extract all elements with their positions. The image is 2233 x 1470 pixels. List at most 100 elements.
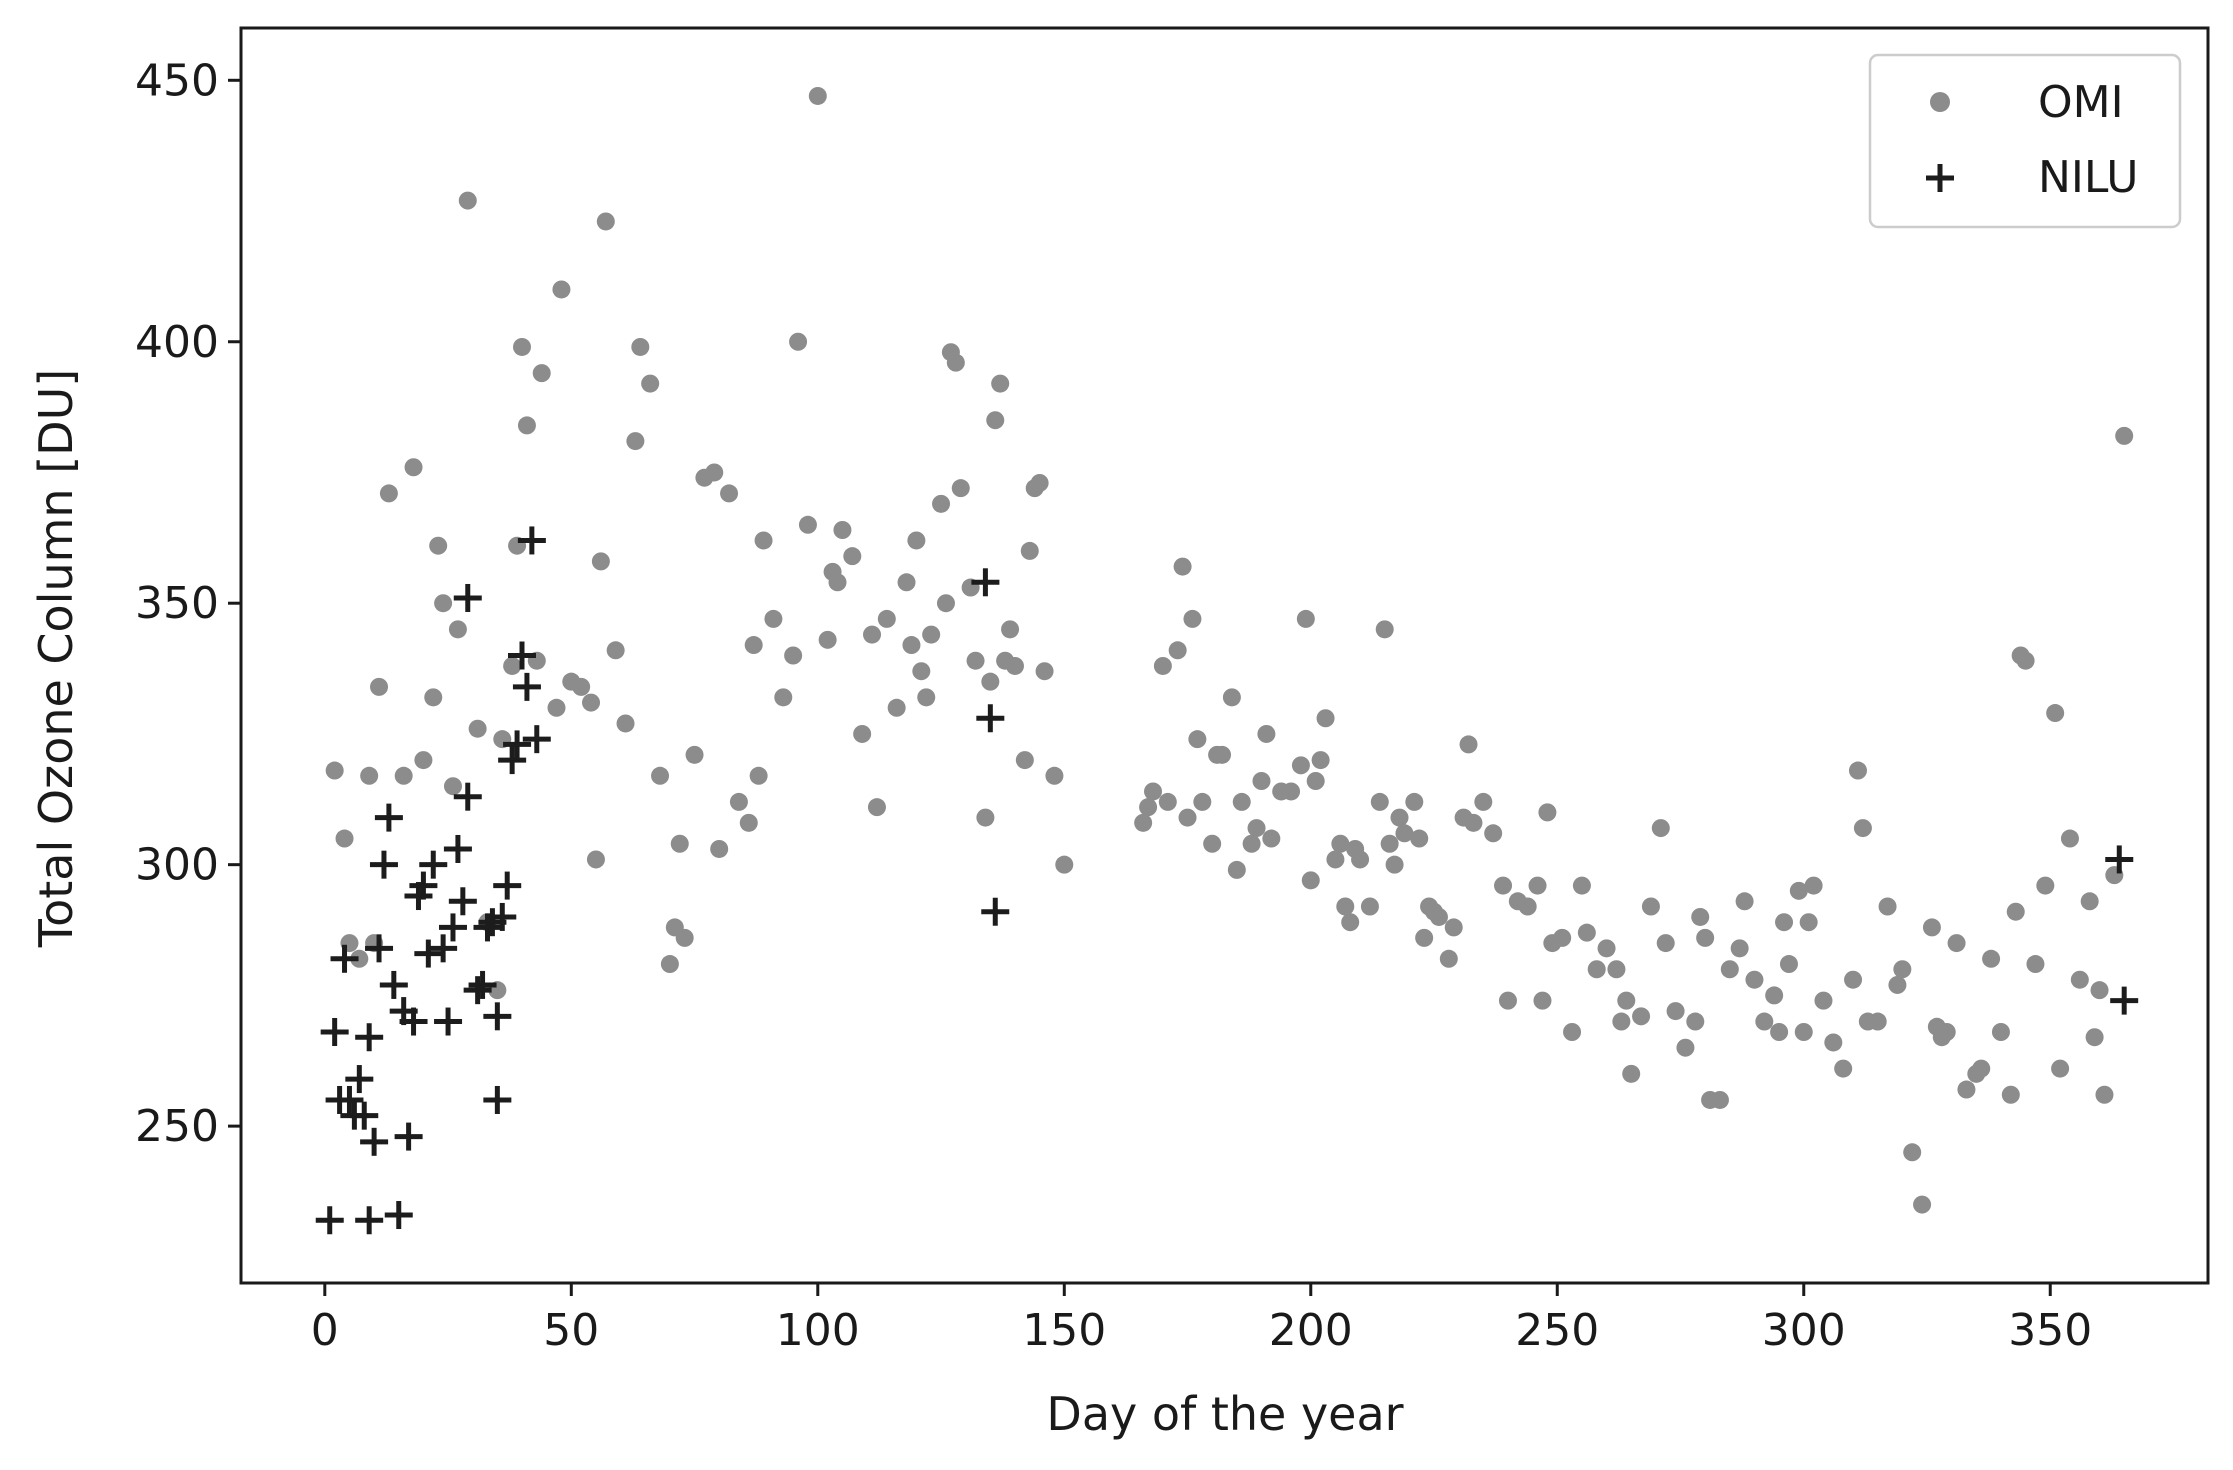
omi-point [1232,792,1251,811]
legend-omi-marker [1930,92,1950,112]
omi-point [596,212,615,231]
omi-point [1336,897,1355,916]
nilu-point [503,730,532,759]
omi-point [1755,1012,1774,1031]
y-axis-label: Total Ozone Column [DU] [29,369,83,948]
nilu-point [335,1085,364,1114]
y-tick-label: 250 [135,1101,219,1152]
omi-point [1779,955,1798,974]
omi-point [1203,834,1222,853]
omi-point [448,620,467,639]
omi-point [1888,975,1907,994]
omi-point [660,955,679,974]
omi-point [1030,473,1049,492]
omi-point [1390,808,1409,827]
omi-point [1799,913,1818,932]
nilu-point [483,1002,512,1031]
nilu-point [384,1201,413,1230]
omi-point [1622,1064,1641,1083]
omi-point [936,594,955,613]
nilu-point [522,725,551,754]
omi-point [2080,892,2099,911]
omi-point [1144,782,1163,801]
omi-point [2085,1028,2104,1047]
omi-point [1035,662,1054,681]
omi-point [404,458,423,477]
nilu-point [463,976,492,1005]
omi-point [335,829,354,848]
nilu-point [360,1127,389,1156]
omi-point [912,662,931,681]
nilu-point [443,834,472,863]
nilu-point [508,641,536,670]
omi-point [744,636,763,655]
omi-point [1178,808,1197,827]
omi-point [1789,881,1808,900]
omi-point [976,808,995,827]
omi-point [1947,934,1966,953]
omi-point [2090,981,2109,1000]
omi-point [1360,897,1379,916]
legend-nilu-label: NILU [2038,152,2138,203]
omi-point [1370,792,1389,811]
omi-point [606,641,625,660]
omi-point [705,463,724,482]
omi-point [572,677,591,696]
omi-point [582,693,601,712]
omi-point [1893,960,1912,979]
omi-point [414,751,433,770]
nilu-point [453,583,482,612]
nilu-point [374,803,403,832]
nilu-point [355,1206,384,1235]
nilu-point [330,944,359,973]
nilu-point [473,913,502,942]
omi-point [1651,819,1670,838]
omi-point [720,484,739,503]
nilu-point [434,1007,463,1036]
omi-point [1153,656,1172,675]
omi-point [1005,656,1024,675]
omi-point [1193,792,1212,811]
omi-point [1607,960,1626,979]
legend: OMI NILU [1868,53,2182,229]
omi-point [1730,939,1749,958]
omi-point [966,651,985,670]
omi-point [1316,709,1335,728]
omi-point [1252,772,1271,790]
omi-point [1834,1059,1853,1078]
x-tick-label: 350 [2008,1305,2092,1356]
omi-point [1538,803,1557,822]
omi-point [1533,991,1552,1010]
omi-point [2016,651,2035,670]
omi-point [2036,876,2055,895]
omi-point [863,625,882,644]
omi-point [685,745,704,764]
nilu-point [971,568,1000,597]
omi-point [370,677,389,696]
omi-point [1612,1012,1631,1031]
omi-point [710,839,729,858]
omi-point [1459,735,1478,754]
nilu-point [320,1018,349,1046]
omi-point [2070,970,2089,989]
omi-point [1686,1012,1705,1031]
omi-point [424,688,443,707]
omi-point [1957,1080,1976,1099]
omi-point [1587,960,1606,979]
omi-point [1937,1023,1956,1041]
nilu-point [453,782,482,811]
omi-point [897,573,916,592]
omi-point [651,766,670,785]
omi-point [1247,819,1266,838]
x-axis: 0 50 100 150 200 250 300 350 [311,1283,2092,1356]
omi-point [1878,897,1897,916]
nilu-point [2110,986,2139,1015]
omi-point [443,777,462,796]
omi-point [1429,907,1448,926]
omi-point [1765,986,1784,1005]
omi-point [1710,1090,1729,1109]
omi-point [1020,541,1039,560]
omi-point [1824,1033,1843,1052]
